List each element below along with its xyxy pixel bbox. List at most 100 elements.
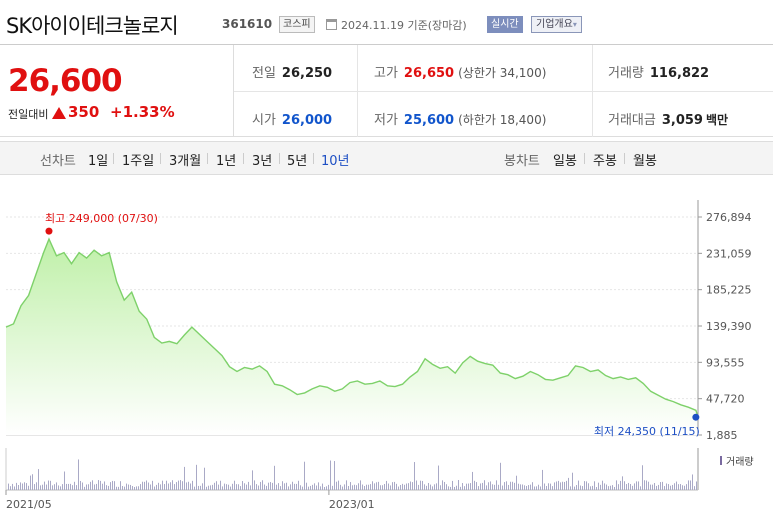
volume-bar <box>426 485 427 490</box>
tab-weekly-candle[interactable]: 주봉 <box>593 154 617 169</box>
tab-1week[interactable]: 1주일 <box>122 154 155 169</box>
volume-bar <box>602 480 603 490</box>
volume-bar <box>174 484 175 490</box>
volume-bar <box>690 480 691 490</box>
volume-bar <box>320 486 321 490</box>
tab-separator <box>160 153 161 164</box>
volume-bar <box>652 484 653 490</box>
volume-bar <box>196 464 197 490</box>
volume-bar <box>186 482 187 490</box>
volume-bar <box>664 486 665 490</box>
volume-bar <box>376 482 377 490</box>
volume-bar <box>76 485 77 490</box>
tab-1year[interactable]: 1년 <box>216 154 237 169</box>
volume-bar <box>324 486 325 490</box>
volume-bar <box>92 480 93 490</box>
volume-bar <box>8 483 9 490</box>
volume-bar <box>18 485 19 490</box>
volume-bar <box>522 484 523 490</box>
volume-bar <box>672 484 673 490</box>
volume-bar <box>428 482 429 490</box>
volume-bar <box>386 480 387 490</box>
x-tick-label: 2023/01 <box>329 498 375 511</box>
volume-bar <box>72 485 73 490</box>
volume-bar <box>502 485 503 490</box>
volume-bar <box>466 483 467 490</box>
volume-bar <box>550 483 551 490</box>
volume-bar <box>654 483 655 490</box>
upper-limit: (상한가 34,100) <box>458 66 547 80</box>
volume-bar <box>22 483 23 490</box>
volume-bar <box>46 484 47 490</box>
volume-bar <box>446 484 447 490</box>
volume-bar <box>668 484 669 490</box>
volume-bar <box>506 481 507 490</box>
tab-3year[interactable]: 3년 <box>252 154 273 169</box>
volume-bar <box>584 481 585 490</box>
volume-bar <box>456 485 457 490</box>
price-chart[interactable]: 276,894 231,059 185,225 139,390 93,555 47,720… <box>0 190 773 520</box>
tab-separator <box>624 153 625 164</box>
volume-bar <box>624 481 625 490</box>
tab-1day[interactable]: 1일 <box>88 154 109 169</box>
tab-daily-candle[interactable]: 일봉 <box>553 154 577 169</box>
volume-bar <box>632 485 633 490</box>
volume-bar <box>98 480 99 490</box>
volume-bar <box>406 483 407 490</box>
tab-10year[interactable]: 10년 <box>321 154 350 169</box>
volume-bar <box>304 461 305 490</box>
company-overview-button[interactable]: 기업개요▾ <box>531 16 582 33</box>
volume-bar <box>630 483 631 490</box>
x-axis: 2021/05 2023/01 <box>5 490 375 511</box>
tab-separator <box>207 153 208 164</box>
volume-bar <box>576 485 577 490</box>
column-divider <box>357 45 358 137</box>
volume-bar <box>236 484 237 490</box>
volume-bar <box>464 486 465 490</box>
volume-bar <box>650 484 651 490</box>
volume-bar <box>486 485 487 490</box>
base-date: 2024.11.19 기준(장마감) <box>341 19 467 32</box>
open-label: 시가 <box>252 113 276 128</box>
volume-bar <box>448 486 449 490</box>
volume-bar <box>224 483 225 490</box>
volume-bar <box>42 484 43 490</box>
tab-5year[interactable]: 5년 <box>287 154 308 169</box>
volume-bar <box>144 481 145 490</box>
y-tick-label: 1,885 <box>706 429 738 442</box>
volume-bar <box>592 485 593 490</box>
volume-bar <box>362 484 363 490</box>
volume-bar <box>126 483 127 490</box>
volume-bar <box>214 482 215 490</box>
volume-bar <box>60 486 61 490</box>
lower-limit: (하한가 18,400) <box>458 113 547 127</box>
volume-bar <box>694 486 695 490</box>
volume-bar <box>114 481 115 490</box>
volume-bar <box>184 466 185 490</box>
volume-bar <box>194 486 195 490</box>
volume-bar <box>678 484 679 490</box>
volume-bar <box>638 481 639 490</box>
price-area-fill <box>6 239 698 435</box>
volume-bar <box>620 480 621 490</box>
volume-bar <box>524 485 525 490</box>
volume-bar <box>610 485 611 490</box>
realtime-button[interactable]: 실시간 <box>487 16 523 33</box>
volume-bar <box>374 483 375 490</box>
tab-monthly-candle[interactable]: 월봉 <box>633 154 657 169</box>
volume-bar <box>94 484 95 490</box>
volume-bar <box>380 485 381 490</box>
volume-bar <box>548 483 549 490</box>
volume-bar <box>688 480 689 490</box>
volume-bar <box>516 475 517 490</box>
tab-3month[interactable]: 3개월 <box>169 154 202 169</box>
volume-bar <box>122 485 123 490</box>
volume-bar <box>238 484 239 490</box>
row-divider <box>234 91 773 92</box>
volume-bar <box>500 462 501 490</box>
volume-bar <box>80 480 81 490</box>
volume-bar <box>566 480 567 490</box>
volume-bar <box>282 481 283 490</box>
volume-bar <box>294 483 295 490</box>
volume-bar <box>218 484 219 490</box>
